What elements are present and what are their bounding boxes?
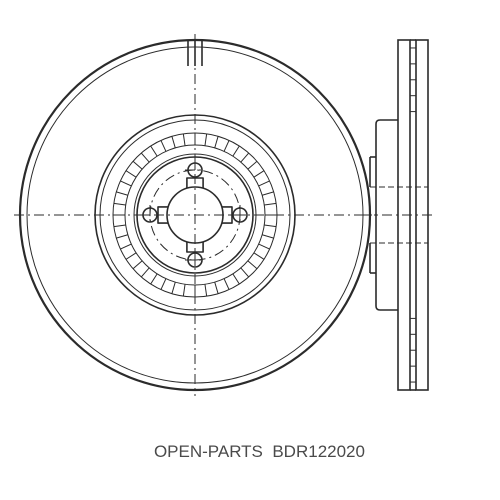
caption: OPEN-PARTS BDR122020 (0, 422, 500, 482)
technical-drawing (0, 0, 500, 430)
part-number: BDR122020 (272, 442, 365, 461)
figure-container: OPEN-PARTS BDR122020 (0, 0, 500, 500)
caption-gap (263, 442, 272, 461)
brand-label: OPEN-PARTS (154, 442, 263, 461)
